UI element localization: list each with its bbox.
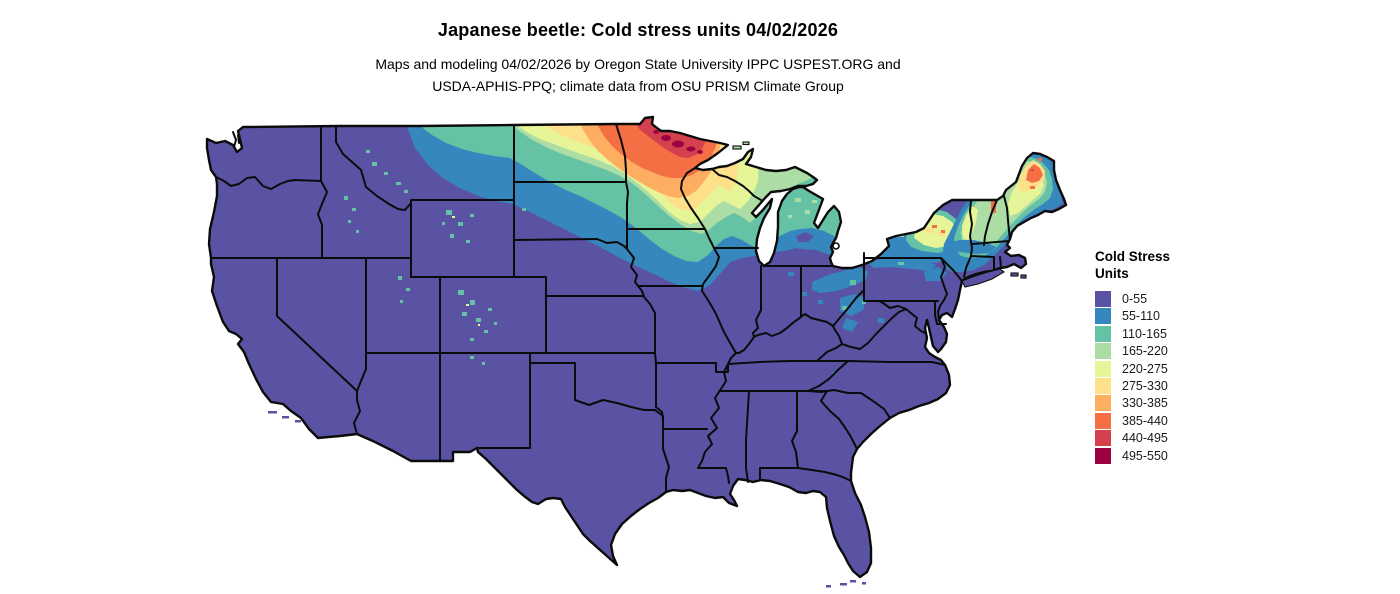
legend-item: 0-55	[1095, 291, 1395, 307]
titles-block: Japanese beetle: Cold stress units 04/02…	[0, 0, 1276, 97]
legend-swatch	[1095, 412, 1111, 429]
legend-items: 0-55 55-110 110-165 165-220 220-275 275-330 33…	[1095, 291, 1395, 464]
islands	[268, 141, 1027, 588]
legend: Cold Stress Units 0-55 55-110 110-165 165-2…	[1095, 248, 1395, 465]
legend-item: 55-110	[1095, 308, 1395, 325]
maine-coast-purple-specks	[1044, 223, 1061, 240]
legend-swatch	[1095, 395, 1111, 412]
map-subtitle: Maps and modeling 04/02/2026 by Oregon S…	[0, 53, 1276, 97]
legend-swatch	[1095, 291, 1111, 307]
legend-title: Cold Stress Units	[1095, 248, 1395, 282]
mountain-teal-specks	[344, 150, 526, 365]
legend-label: 110-165	[1122, 326, 1167, 341]
legend-item: 440-495	[1095, 430, 1395, 447]
legend-label: 165-220	[1122, 344, 1168, 359]
legend-item: 165-220	[1095, 343, 1395, 360]
legend-swatch	[1095, 377, 1111, 394]
legend-swatch	[1095, 447, 1111, 464]
legend-label: 385-440	[1122, 413, 1168, 428]
legend-label: 220-275	[1122, 361, 1168, 376]
hotspot-495-550	[653, 130, 703, 154]
legend-label: 330-385	[1122, 396, 1168, 411]
legend-swatch	[1095, 360, 1111, 377]
michigan-green-specks	[778, 183, 817, 218]
map-title: Japanese beetle: Cold stress units 04/02…	[437, 20, 839, 40]
legend-item: 275-330	[1095, 377, 1395, 394]
mountain-pale-specks	[452, 216, 480, 326]
map-subtitle-line1: Maps and modeling 04/02/2026 by Oregon S…	[375, 56, 901, 72]
michigan-purple-patches	[782, 232, 820, 264]
isle-royale	[732, 141, 750, 150]
legend-item: 495-550	[1095, 447, 1395, 464]
legend-label: 440-495	[1122, 431, 1168, 446]
legend-title-line2: Units	[1095, 266, 1129, 281]
legend-item: 110-165	[1095, 325, 1395, 342]
legend-label: 495-550	[1122, 448, 1168, 463]
legend-label: 0-55	[1122, 292, 1148, 306]
newengland-heat	[942, 150, 1063, 272]
map-subtitle-line2: USDA-APHIS-PPQ; climate data from OSU PR…	[432, 78, 844, 94]
legend-item: 330-385	[1095, 395, 1395, 412]
long-island	[961, 268, 1005, 288]
legend-swatch	[1095, 325, 1111, 342]
legend-item: 385-440	[1095, 412, 1395, 429]
florida-keys	[826, 580, 866, 588]
legend-label: 275-330	[1122, 378, 1168, 393]
legend-item: 220-275	[1095, 360, 1395, 377]
state-borders	[210, 123, 1011, 493]
legend-swatch	[1095, 430, 1111, 447]
map-land	[205, 115, 1068, 588]
massachusetts-islands	[1010, 272, 1027, 279]
legend-swatch	[1095, 308, 1111, 325]
legend-label: 55-110	[1122, 309, 1160, 324]
legend-swatch	[1095, 343, 1111, 360]
lake-st-clair	[832, 242, 840, 250]
channel-islands	[268, 411, 305, 423]
legend-title-line1: Cold Stress	[1095, 249, 1171, 264]
